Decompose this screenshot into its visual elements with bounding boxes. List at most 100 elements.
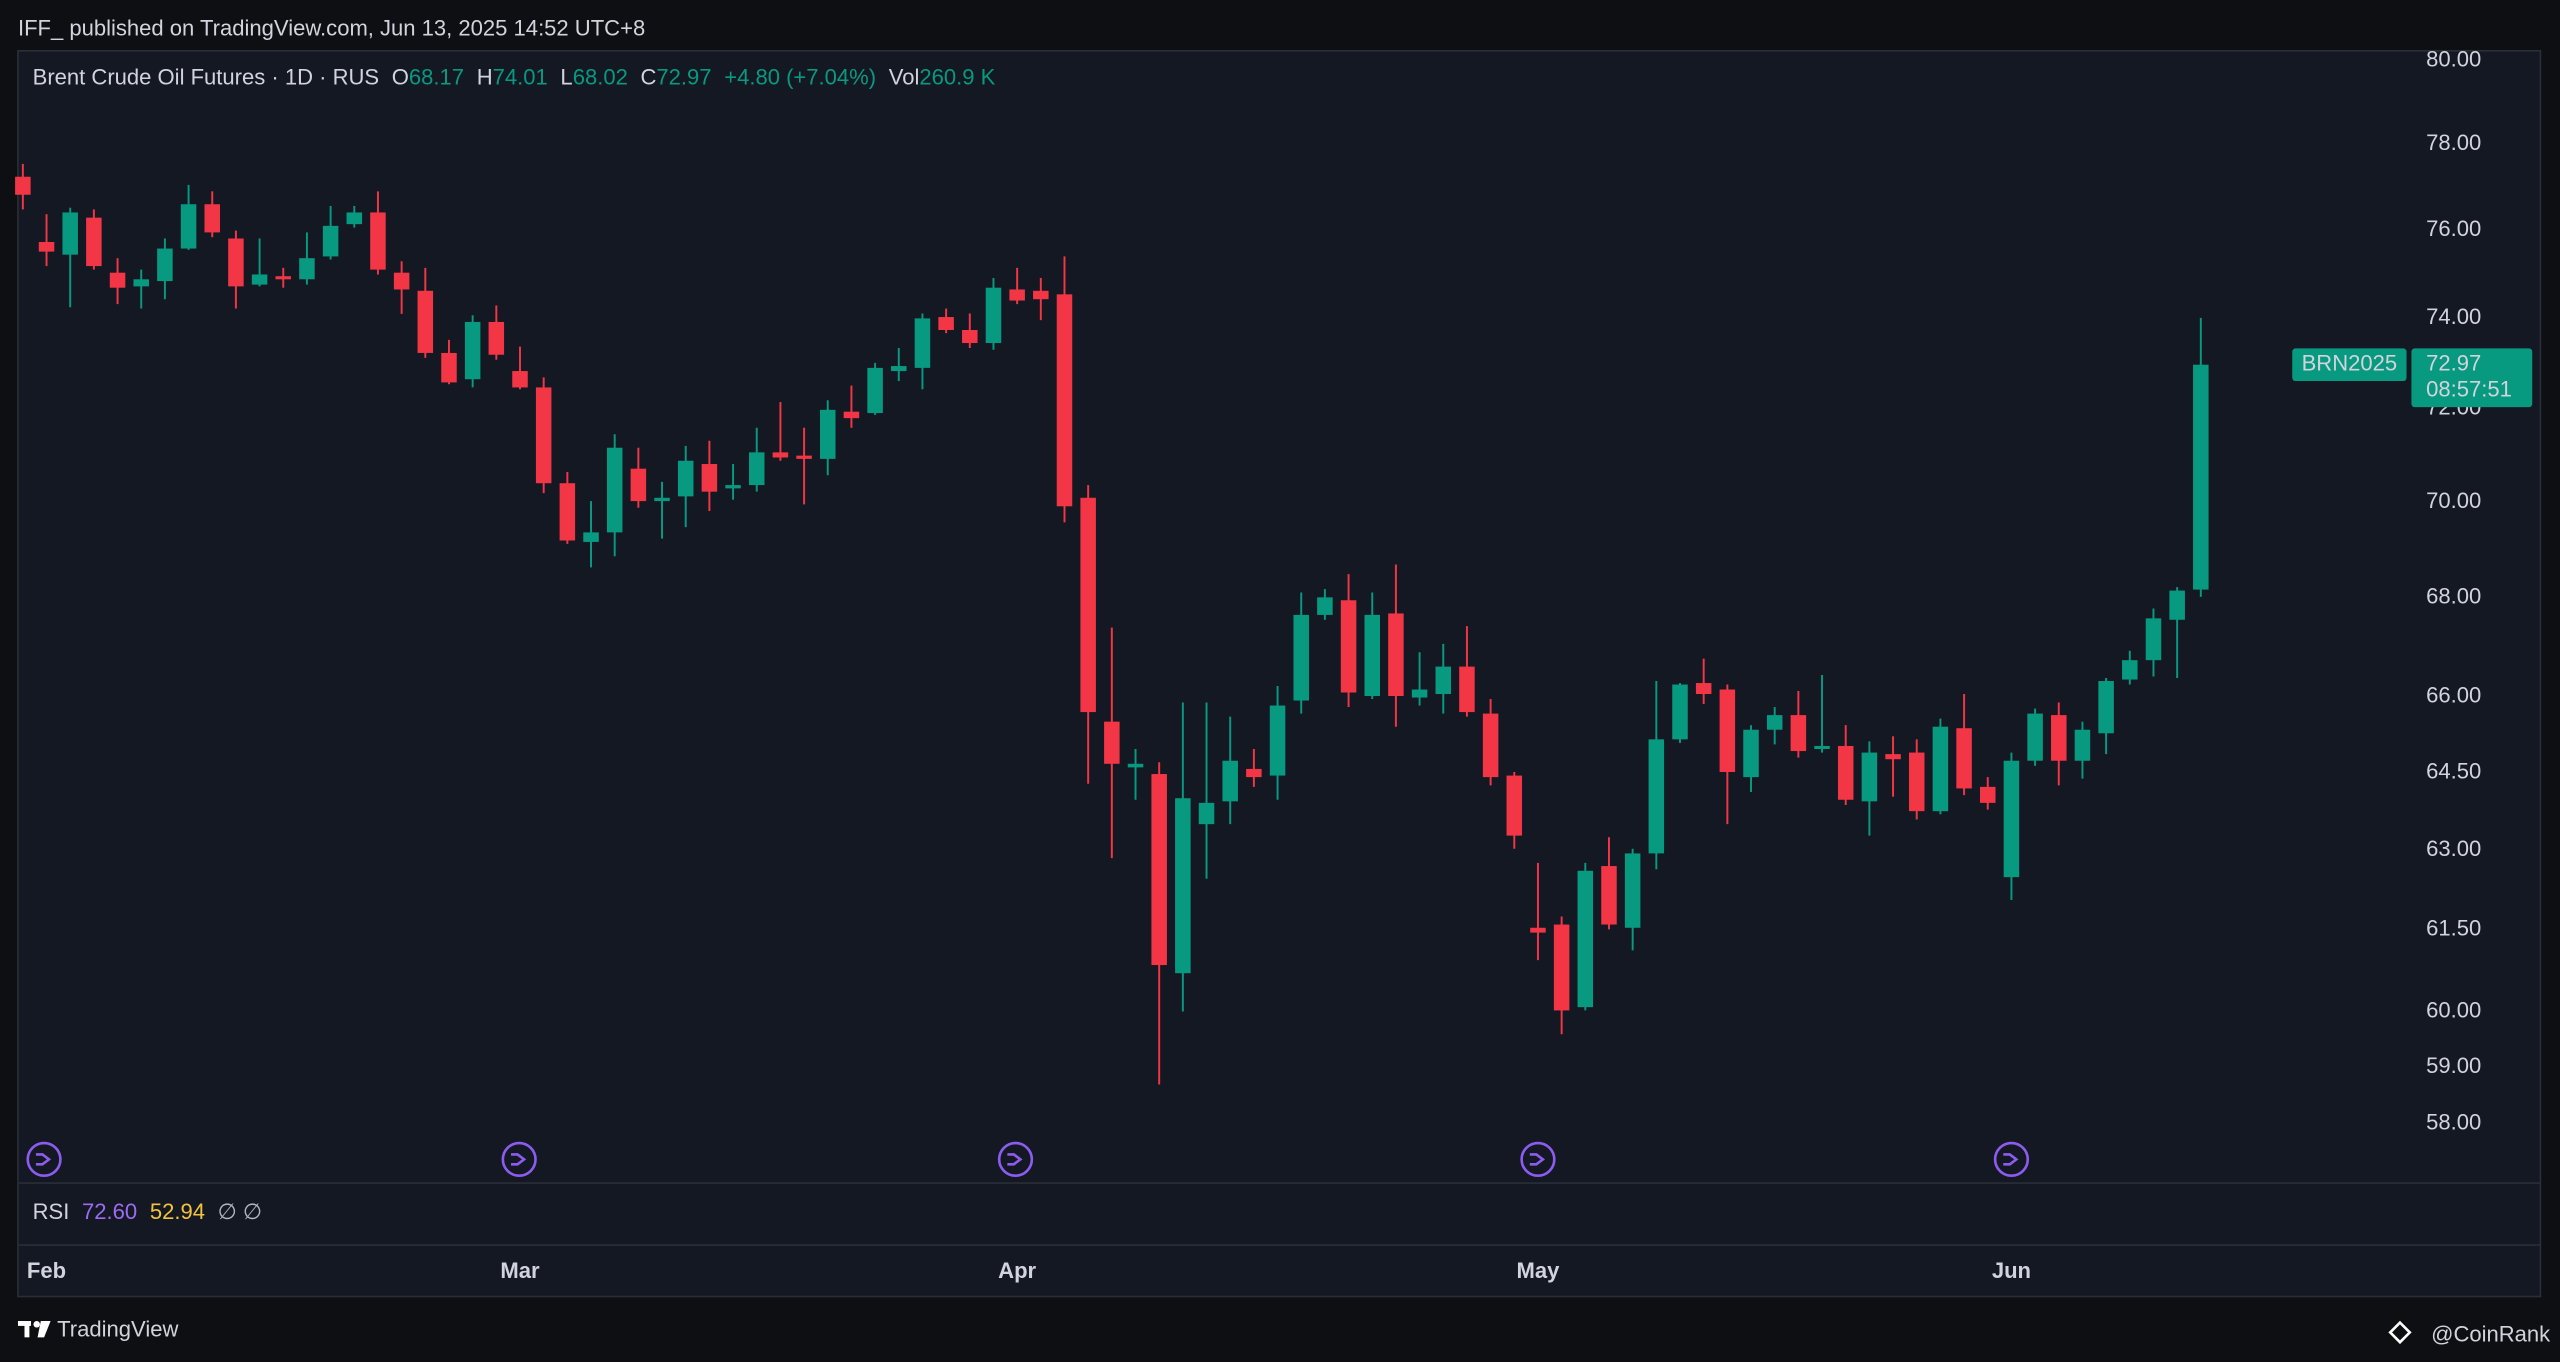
event-arrow: [1529, 1153, 1546, 1166]
candle-body: [1743, 729, 1759, 778]
candle-body: [1009, 289, 1025, 301]
candle-body: [1222, 760, 1238, 802]
candle-body: [15, 176, 31, 195]
candle-body: [1766, 715, 1783, 730]
candle-body: [1246, 768, 1262, 778]
candle-body: [985, 287, 1002, 344]
candle-body: [417, 290, 434, 353]
credit-icon: [2388, 1320, 2412, 1345]
candle-body: [820, 409, 836, 459]
candle-body: [488, 321, 505, 355]
candle-body: [677, 460, 694, 497]
y-tick-label: 80.00: [2426, 47, 2481, 72]
candle-body: [157, 248, 173, 282]
candle-body: [1269, 705, 1286, 776]
candle-body: [2051, 715, 2067, 761]
legend-volume: 260.9 K: [919, 64, 995, 89]
candle-body: [133, 279, 149, 287]
candle-body: [962, 330, 978, 344]
event-icon[interactable]: [1520, 1141, 1556, 1177]
candle-body: [1293, 614, 1309, 701]
candle-body: [441, 352, 457, 383]
event-icon[interactable]: [1993, 1141, 2030, 1177]
logo-dot: [33, 1321, 40, 1328]
candle-body: [1056, 294, 1073, 507]
symbol-tag-label: BRN2025: [2302, 351, 2398, 376]
y-tick-label: 63.00: [2426, 836, 2481, 861]
event-icon[interactable]: [997, 1141, 1034, 1177]
candle-body: [725, 485, 741, 489]
legend-change: +4.80 (+7.04%): [724, 64, 876, 89]
y-tick-label: 59.00: [2426, 1053, 2481, 1078]
candle-body: [228, 238, 244, 287]
candle-body: [299, 258, 315, 280]
candle-body: [1127, 763, 1144, 768]
candle-body: [2169, 590, 2185, 620]
candle-body: [1648, 739, 1665, 854]
candle-body: [1364, 614, 1380, 697]
brand-logo: [17, 1321, 51, 1338]
candle-body: [2193, 364, 2209, 590]
y-tick-label: 60.00: [2426, 997, 2481, 1022]
candle-body: [180, 204, 197, 249]
candle-body: [1624, 853, 1641, 928]
candle-body: [1577, 870, 1594, 1008]
event-icons: [26, 1141, 2030, 1177]
event-icon[interactable]: [501, 1141, 537, 1177]
candle-body: [322, 225, 339, 257]
candle-body: [1908, 752, 1925, 812]
y-tick-label: 74.00: [2426, 304, 2481, 329]
candle-body: [1861, 752, 1878, 802]
x-tick-label: Feb: [27, 1258, 66, 1283]
candle-body: [1672, 684, 1688, 740]
candle-body: [583, 532, 599, 542]
price-tag: [2411, 348, 2533, 408]
rsi-name: RSI: [33, 1199, 70, 1224]
candle-body: [796, 455, 812, 459]
legend-value: 74.01: [493, 64, 548, 89]
event-arrow: [2003, 1153, 2019, 1166]
candle-body: [86, 217, 102, 267]
candle-body: [2145, 618, 2162, 661]
logo-slash: [37, 1321, 51, 1338]
candle-body: [843, 411, 860, 419]
rsi-signal: 52.94: [150, 1199, 205, 1224]
rsi-value: 72.60: [82, 1199, 137, 1224]
event-arrow: [35, 1153, 52, 1166]
candle-body: [370, 212, 386, 270]
x-tick-label: Apr: [998, 1258, 1036, 1283]
candle-body: [914, 318, 931, 368]
candle-body: [1980, 786, 1996, 803]
legend-label: C: [641, 64, 657, 89]
y-tick-label: 78.00: [2426, 130, 2481, 155]
candle-body: [748, 452, 765, 486]
candle-body: [109, 272, 126, 288]
x-tick-label: May: [1517, 1258, 1561, 1283]
candle-body: [2003, 760, 2020, 878]
candle-body: [1719, 689, 1736, 772]
legend-value: 72.97: [656, 64, 711, 89]
event-circle: [1520, 1141, 1556, 1177]
event-icon[interactable]: [26, 1141, 62, 1177]
candle-body: [1435, 666, 1452, 695]
candle-body: [275, 276, 292, 280]
candle-body: [2098, 681, 2114, 734]
candle-body: [867, 367, 883, 414]
candle-body: [251, 274, 268, 285]
candle-body: [1530, 927, 1546, 933]
candle-body: [654, 497, 670, 502]
candle-body: [62, 212, 78, 255]
candles: [15, 163, 2209, 1085]
candle-body: [1837, 745, 1854, 800]
x-tick-label: Jun: [1992, 1258, 2031, 1283]
candle-body: [1151, 774, 1167, 966]
candle-body: [1388, 613, 1404, 697]
y-axis: 80.0078.0076.0074.0072.0070.0068.0066.00…: [2426, 47, 2481, 1135]
y-tick-label: 61.50: [2426, 916, 2481, 941]
y-tick-label: 66.00: [2426, 682, 2481, 707]
symbol-title: Brent Crude Oil Futures · 1D · RUS: [33, 64, 379, 89]
legend-label: O: [392, 64, 409, 89]
